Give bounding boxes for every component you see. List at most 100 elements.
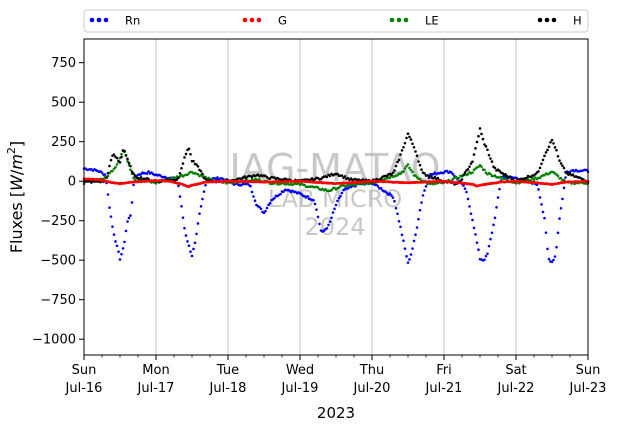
point-H	[120, 155, 123, 159]
legend-item-Rn: Rn	[89, 14, 140, 28]
point-LE	[532, 178, 536, 182]
point-Rn	[399, 225, 402, 229]
point-H	[129, 164, 132, 168]
point-Rn	[393, 199, 396, 203]
point-H	[478, 127, 482, 130]
point-H	[493, 166, 497, 170]
point-H	[130, 170, 134, 173]
point-Rn	[313, 202, 317, 206]
point-Rn	[451, 172, 455, 176]
point-H	[568, 172, 572, 175]
point-Rn	[126, 220, 129, 223]
point-Rn	[147, 170, 150, 173]
point-H	[420, 168, 423, 171]
point-Rn	[315, 208, 318, 211]
point-Rn	[543, 216, 546, 220]
point-H	[175, 178, 179, 181]
legend-marker	[551, 17, 557, 23]
point-Rn	[186, 240, 189, 243]
legend: Rn G LE H	[83, 9, 589, 33]
point-H	[541, 158, 545, 162]
point-LE	[399, 172, 402, 176]
point-H	[343, 175, 347, 178]
point-H	[414, 150, 417, 153]
point-Rn	[249, 184, 252, 188]
point-LE	[409, 168, 413, 172]
point-Rn	[184, 234, 188, 237]
point-H	[562, 166, 566, 170]
legend-marker	[396, 17, 402, 23]
point-Rn	[331, 211, 335, 214]
point-LE	[363, 183, 366, 186]
point-H	[525, 176, 528, 180]
point-H	[178, 171, 182, 175]
legend-label: Rn	[125, 14, 140, 28]
point-Rn	[198, 212, 201, 215]
point-Rn	[475, 241, 479, 244]
point-LE	[471, 171, 474, 174]
point-H	[108, 164, 111, 168]
point-H	[471, 160, 474, 163]
point-LE	[406, 163, 410, 166]
point-H	[555, 148, 558, 152]
point-Rn	[306, 194, 309, 198]
point-Rn	[487, 244, 491, 248]
point-Rn	[388, 192, 392, 195]
point-LE	[403, 167, 407, 170]
point-H	[132, 172, 135, 175]
point-Rn	[471, 218, 474, 222]
point-Rn	[469, 212, 473, 216]
point-LE	[414, 174, 417, 178]
point-H	[486, 148, 489, 152]
point-Rn	[414, 233, 417, 236]
legend-item-LE: LE	[389, 14, 439, 28]
point-Rn	[204, 183, 207, 187]
point-Rn	[421, 194, 425, 197]
point-Rn	[216, 176, 219, 179]
point-H	[310, 177, 314, 180]
point-H	[546, 148, 549, 152]
point-Rn	[111, 225, 114, 228]
point-H	[508, 175, 512, 179]
point-H	[106, 171, 110, 175]
point-H	[556, 154, 560, 158]
point-Rn	[100, 171, 104, 174]
point-H	[462, 173, 465, 177]
point-Rn	[120, 252, 123, 256]
point-LE	[402, 169, 405, 173]
point-Rn	[391, 196, 395, 199]
point-H	[423, 172, 426, 175]
x-tick-label-date: Jul-17	[137, 381, 175, 396]
legend-marker	[96, 17, 102, 23]
point-Rn	[316, 215, 320, 219]
point-Rn	[466, 197, 470, 201]
point-Rn	[412, 239, 416, 243]
point-H	[204, 177, 207, 181]
point-H	[390, 173, 393, 176]
point-Rn	[114, 240, 117, 243]
point-H	[402, 145, 405, 149]
x-tick-label-date: Jul-22	[497, 381, 535, 396]
point-H	[472, 153, 476, 156]
point-LE	[303, 183, 306, 187]
point-Rn	[336, 199, 339, 203]
point-Rn	[396, 212, 399, 216]
point-H	[408, 135, 411, 139]
point-H	[199, 169, 203, 173]
point-H	[328, 174, 332, 178]
point-H	[177, 176, 180, 179]
point-Rn	[193, 241, 197, 245]
point-Rn	[555, 245, 558, 249]
y-tick-label: −500	[40, 254, 76, 269]
point-Rn	[564, 176, 567, 179]
y-label-var: W	[7, 174, 26, 191]
point-Rn	[346, 187, 350, 190]
point-H	[558, 159, 561, 162]
point-LE	[106, 174, 110, 178]
legend-marker	[89, 17, 95, 23]
point-Rn	[181, 216, 185, 219]
point-LE	[405, 164, 408, 168]
point-LE	[418, 177, 422, 181]
point-H	[399, 153, 402, 156]
point-H	[561, 164, 564, 168]
